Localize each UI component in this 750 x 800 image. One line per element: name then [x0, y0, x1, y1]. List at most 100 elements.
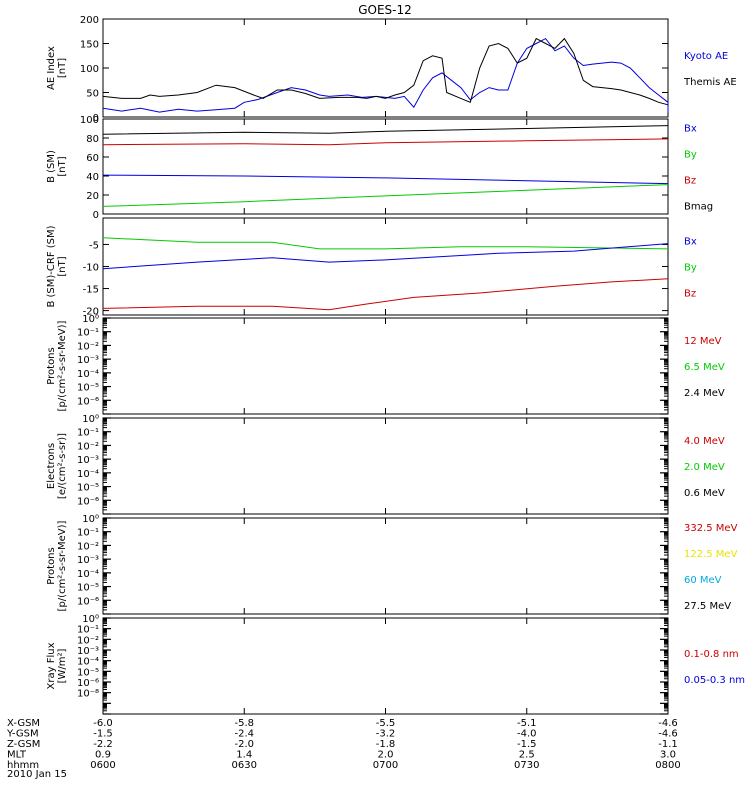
- legend-entry: Bmag: [684, 202, 713, 213]
- y-tick-label: -20: [83, 307, 99, 318]
- legend-entry: 0.6 MeV: [684, 488, 725, 499]
- series-by-line: [102, 237, 669, 250]
- ephemeris-value: -1.1: [658, 739, 678, 750]
- ephemeris-value: -2.4: [234, 729, 254, 740]
- ephemeris-value: -4.6: [658, 718, 678, 729]
- y-tick-label: 40: [86, 172, 99, 183]
- chart-panel-2: 0 20 40 60 80 100 B (SM)[nT] Bx By Bz Bmag: [46, 115, 713, 221]
- y-tick-label: 10⁻²: [77, 341, 99, 352]
- legend-entry: Bx: [684, 237, 697, 248]
- series-by-line: [102, 184, 669, 207]
- series-bmag-line: [102, 125, 669, 135]
- legend-entry: Bz: [684, 176, 696, 187]
- legend-entry: 27.5 MeV: [684, 601, 731, 612]
- y-axis-label-line: [nT]: [57, 58, 68, 78]
- y-tick-label: 10⁻⁸: [77, 689, 99, 700]
- y-axis-label-line: B (SM): [46, 150, 57, 183]
- legend-entry: 6.5 MeV: [684, 362, 725, 373]
- y-tick-label: 10⁻⁵: [77, 667, 99, 678]
- ephemeris-value: 2.0: [378, 750, 394, 761]
- chart-panel-5: 10⁻⁶ 10⁻⁵ 10⁻⁴ 10⁻³ 10⁻² 10⁻¹ 10⁰ Electrons[e/(…: [46, 414, 725, 515]
- y-tick-label: -5: [89, 240, 99, 251]
- plot-frame: [102, 517, 669, 615]
- y-axis-label-line: [p/(cm²-s-sr-MeV)]: [57, 320, 68, 411]
- plot-frame: [102, 617, 669, 715]
- y-tick-label: 20: [86, 191, 99, 202]
- legend-entry: 2.4 MeV: [684, 388, 725, 399]
- y-axis-label: Protons[p/(cm²-s-sr-MeV)]: [46, 320, 68, 411]
- y-tick-label: 10⁻⁵: [77, 483, 99, 494]
- y-tick-label: 10⁻⁵: [77, 383, 99, 394]
- y-axis-label-line: [W/m²]: [57, 648, 68, 683]
- y-axis-label-line: Xray Flux: [46, 642, 57, 689]
- y-tick-label: 10⁰: [82, 414, 99, 425]
- ephemeris-value: -4.6: [658, 729, 678, 740]
- series-themis-ae-line: [102, 37, 669, 106]
- y-tick-label: 80: [86, 134, 99, 145]
- y-axis-label-line: AE Index: [46, 46, 57, 90]
- ephemeris-footer: X-GSM -6.0 -5.8 -5.5 -5.1 -4.6 Y-GSM -1.5 -2.4 -3…: [6, 718, 681, 780]
- y-axis-label-line: [nT]: [57, 156, 68, 176]
- ephemeris-value: -1.5: [517, 739, 537, 750]
- y-tick-label: 0: [93, 210, 99, 221]
- legend-entry: By: [684, 150, 697, 161]
- legend-entry: 332.5 MeV: [684, 523, 738, 534]
- plot-frame: [102, 18, 669, 118]
- y-axis-label: B (SM)-CRF (SM)[nT]: [46, 225, 68, 307]
- y-tick-label: 10⁻²: [77, 441, 99, 452]
- y-tick-label: 150: [80, 40, 99, 51]
- chart-panel-6: 10⁻⁶ 10⁻⁵ 10⁻⁴ 10⁻³ 10⁻² 10⁻¹ 10⁰ Protons[p/(cm…: [46, 514, 738, 615]
- y-tick-label: 10⁻⁴: [77, 369, 99, 380]
- series-bx-line: [102, 174, 669, 185]
- ephemeris-value: 0.9: [95, 750, 111, 761]
- y-tick-label: 10⁻²: [77, 635, 99, 646]
- y-tick-label: 10⁻³: [77, 455, 99, 466]
- y-axis-label-line: [p/(cm²-s-sr-MeV)]: [57, 520, 68, 611]
- ephemeris-row-label: Z-GSM: [7, 739, 40, 750]
- legend-entry: Bx: [684, 124, 697, 135]
- y-axis-label: AE Index[nT]: [46, 46, 68, 90]
- ephemeris-value: -1.8: [376, 739, 396, 750]
- y-axis-label-line: Protons: [46, 347, 57, 384]
- series-kyoto-ae-line: [102, 37, 669, 113]
- y-tick-label: 10⁻¹: [77, 428, 99, 439]
- ephemeris-value: 0600: [90, 760, 115, 771]
- y-tick-label: 60: [86, 153, 99, 164]
- ephemeris-value: 0800: [655, 760, 680, 771]
- y-axis-label-line: Electrons: [46, 443, 57, 489]
- ephemeris-value: 0700: [373, 760, 398, 771]
- chart-panel-4: 10⁻⁶ 10⁻⁵ 10⁻⁴ 10⁻³ 10⁻² 10⁻¹ 10⁰ Protons[p/(cm…: [46, 314, 725, 415]
- legend-entry: 4.0 MeV: [684, 436, 725, 447]
- y-tick-label: 10⁻⁴: [77, 569, 99, 580]
- ephemeris-value: -2.2: [93, 739, 113, 750]
- y-tick-label: 10⁻⁵: [77, 583, 99, 594]
- y-axis-label-line: [nT]: [57, 256, 68, 276]
- y-tick-label: 10⁰: [82, 614, 99, 625]
- ephemeris-value: 0630: [232, 760, 257, 771]
- legend-entry: Themis AE: [683, 77, 737, 88]
- ephemeris-value: -3.2: [376, 729, 396, 740]
- y-tick-label: 100: [80, 115, 99, 126]
- ephemeris-value: 1.4: [236, 750, 252, 761]
- y-tick-label: 10⁻⁶: [77, 596, 99, 607]
- date-label: 2010 Jan 15: [7, 769, 67, 780]
- chart-panel-3: -20 -15 -10 -5 B (SM)-CRF (SM)[nT] Bx By Bz: [46, 217, 697, 318]
- ephemeris-row-label: MLT: [7, 750, 27, 761]
- y-tick-label: 10⁰: [82, 314, 99, 325]
- y-tick-label: 10⁻⁶: [77, 678, 99, 689]
- chart-panel-1: 0 50 100 150 200 AE Index[nT] Kyoto AE Themis A…: [46, 15, 737, 124]
- legend-entry: By: [684, 263, 697, 274]
- legend-entry: 0.05-0.3 nm: [684, 675, 745, 686]
- ephemeris-value: -5.8: [234, 718, 254, 729]
- plot-frame: [102, 417, 669, 515]
- legend-entry: 2.0 MeV: [684, 462, 725, 473]
- y-tick-label: 10⁻³: [77, 646, 99, 657]
- legend-entry: Bz: [684, 289, 696, 300]
- y-tick-label: -15: [83, 285, 99, 296]
- legend-entry: 122.5 MeV: [684, 549, 738, 560]
- y-tick-label: 10⁻⁶: [77, 496, 99, 507]
- legend-entry: 12 MeV: [684, 336, 722, 347]
- y-tick-label: 10⁻¹: [77, 528, 99, 539]
- y-axis-label: Electrons[e/(cm²-s-sr)]: [46, 433, 68, 499]
